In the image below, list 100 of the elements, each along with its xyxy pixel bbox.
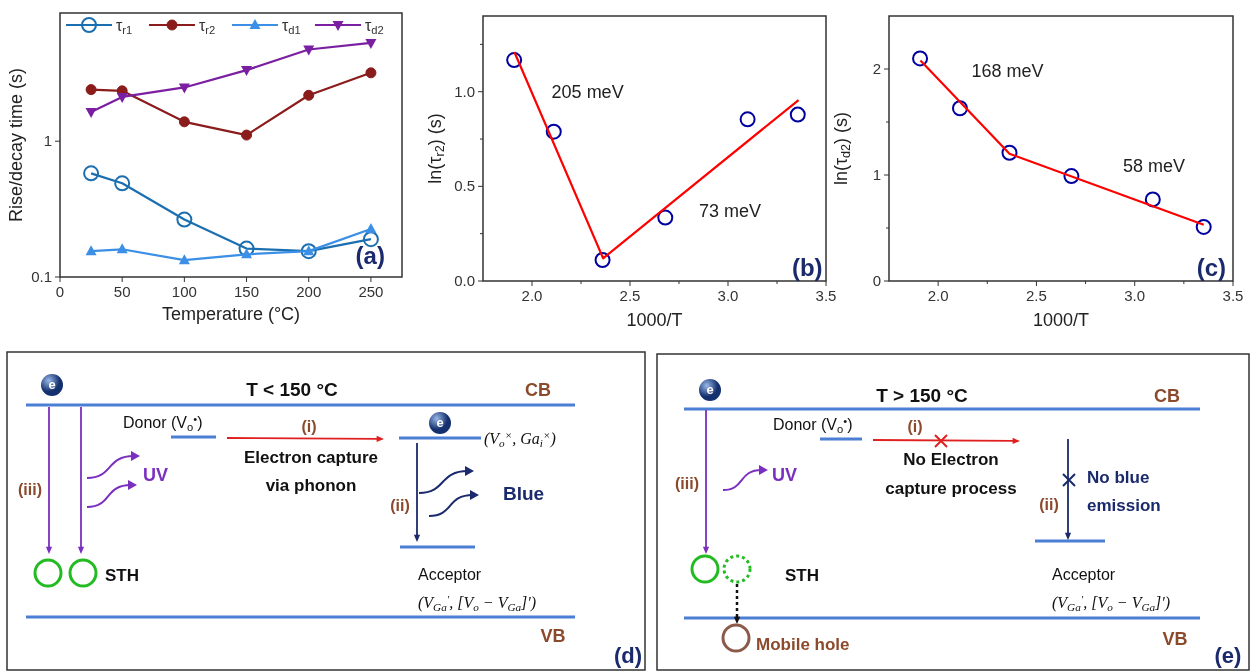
x-tick-label: 3.0 [717, 287, 739, 304]
x-tick-label: 3.5 [815, 287, 837, 304]
y-tick-label: 2 [872, 60, 881, 77]
y-tick-label: 0 [872, 272, 881, 289]
text: via phonon [265, 476, 357, 495]
point [178, 254, 190, 265]
x-tick-label: 2.5 [1026, 287, 1047, 304]
y-tick-label: 0.0 [454, 272, 475, 289]
y-tick-label: 1.0 [454, 82, 475, 100]
point [1144, 191, 1161, 208]
point [789, 106, 806, 123]
legend-label: τ$_{d2}$ [365, 17, 384, 36]
point [657, 209, 674, 226]
legend-label: τ$_{d1}$ [282, 17, 301, 36]
point [1001, 144, 1018, 161]
y-tick-label: 0.1 [31, 268, 52, 285]
text: UV [143, 465, 169, 485]
text: (e) [1214, 643, 1242, 668]
text: (iii) [18, 481, 42, 498]
x-tick-label: 2.5 [619, 287, 641, 304]
point [1063, 168, 1080, 185]
point [85, 245, 97, 256]
x-axis-title: 1000/T [1032, 310, 1090, 330]
legend-label: τ$_{r2}$ [199, 17, 216, 36]
point [116, 243, 128, 254]
text: Acceptor [418, 566, 482, 583]
text: (ii) [390, 497, 410, 514]
text: (d) [613, 643, 643, 668]
point [365, 67, 377, 79]
text: (i) [301, 418, 317, 435]
text: STH [105, 566, 139, 585]
text: (iii) [675, 475, 699, 492]
point [85, 108, 97, 119]
text: e [436, 415, 444, 430]
x-tick-label: 0 [55, 283, 65, 300]
text: VB [540, 626, 566, 646]
text: Mobile hole [756, 635, 850, 654]
text: STH [785, 566, 819, 585]
point [545, 123, 562, 140]
text: Acceptor [1052, 566, 1116, 583]
text: (V$_{Ga}$$^{′}$, [V$_{o}$ − V$_{Ga}$]′) [1052, 593, 1171, 613]
text: Electron capture [243, 448, 379, 467]
x-tick-label: 3.5 [1222, 287, 1244, 304]
point [365, 38, 377, 49]
x-tick-label: 50 [113, 283, 131, 300]
text: e [706, 382, 714, 397]
text: Donor (V$_{o}$$^{•}$) [123, 413, 203, 433]
x-tick-label: 150 [234, 283, 260, 300]
legend-label: τ$_{r1}$ [116, 17, 133, 36]
point [114, 175, 131, 192]
point [178, 83, 190, 94]
text: capture process [885, 479, 1017, 498]
text: (ii) [1039, 496, 1059, 513]
point [116, 92, 128, 103]
point [951, 100, 968, 117]
y-tick-label: 1 [872, 166, 881, 183]
x-tick-label: 200 [296, 283, 322, 300]
point [238, 240, 255, 257]
point [83, 165, 100, 182]
text: No Electron [903, 450, 999, 469]
x-tick-label: 250 [358, 283, 384, 300]
point [506, 52, 523, 69]
point [176, 211, 193, 228]
point [739, 111, 756, 128]
text: (V$_{Ga}$$^{′}$, [V$_{o}$ − V$_{Ga}$]′) [418, 593, 537, 613]
x-tick-label: 3.0 [1124, 287, 1146, 304]
y-tick-label: 0.5 [454, 177, 475, 195]
annotation: (b) [791, 253, 823, 281]
point [912, 50, 929, 67]
annotation: (c) [1196, 253, 1227, 281]
text: Donor (V$_{o}$$^{•}$) [773, 415, 853, 435]
point [1195, 218, 1212, 235]
x-axis-title: Temperature (°C) [161, 304, 301, 324]
text: CB [525, 380, 551, 400]
point [300, 243, 317, 260]
text: emission [1087, 496, 1161, 515]
annotation: 205 meV [551, 82, 624, 103]
y-tick-label: 1 [43, 132, 52, 150]
text: (i) [907, 418, 923, 435]
point [241, 129, 253, 141]
text: (V$_{o}$$^{×}$, Ga$_{i}$$^{×}$) [484, 429, 556, 449]
point [178, 116, 190, 128]
point [85, 84, 97, 96]
point [303, 45, 315, 56]
x-tick-label: 100 [171, 283, 197, 300]
y-axis-title: Rise/decay time (s) [6, 67, 26, 223]
annotation: 73 meV [699, 201, 762, 222]
x-axis-title: 1000/T [626, 310, 683, 330]
text: T > 150 °C [876, 385, 969, 406]
annotation: 58 meV [1122, 156, 1185, 177]
point [241, 66, 253, 77]
point [303, 89, 315, 101]
text: No blue [1087, 468, 1150, 487]
text: VB [1162, 629, 1188, 649]
point [594, 251, 611, 268]
annotation: (a) [355, 241, 385, 269]
text: Blue [503, 483, 545, 504]
x-tick-label: 2.0 [521, 287, 543, 304]
text: e [48, 377, 56, 392]
x-tick-label: 2.0 [927, 287, 949, 304]
